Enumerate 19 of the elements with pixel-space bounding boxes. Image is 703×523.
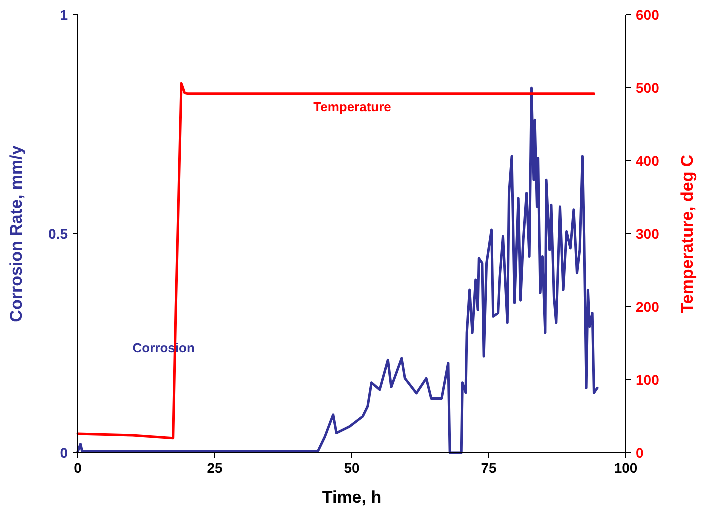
x-tick-label: 75	[481, 460, 497, 476]
y2-tick-label: 500	[636, 80, 660, 96]
y-tick-label: 1	[60, 7, 68, 23]
x-axis-title: Time, h	[322, 488, 382, 507]
y2-tick-label: 400	[636, 153, 660, 169]
y2-tick-label: 100	[636, 372, 660, 388]
x-tick-label: 0	[74, 460, 82, 476]
y2-tick-label: 0	[636, 445, 644, 461]
y-tick-label: 0	[60, 445, 68, 461]
x-tick-label: 100	[614, 460, 638, 476]
y-axis-title: Corrosion Rate, mm/y	[7, 145, 26, 322]
x-tick-label: 25	[207, 460, 223, 476]
y2-tick-label: 600	[636, 7, 660, 23]
y-tick-label: 0.5	[48, 226, 68, 242]
x-tick-label: 50	[344, 460, 360, 476]
y2-tick-label: 200	[636, 299, 660, 315]
series-label: Temperature	[314, 99, 392, 114]
y2-axis-title: Temperature, deg C	[678, 154, 697, 314]
y2-tick-label: 300	[636, 226, 660, 242]
